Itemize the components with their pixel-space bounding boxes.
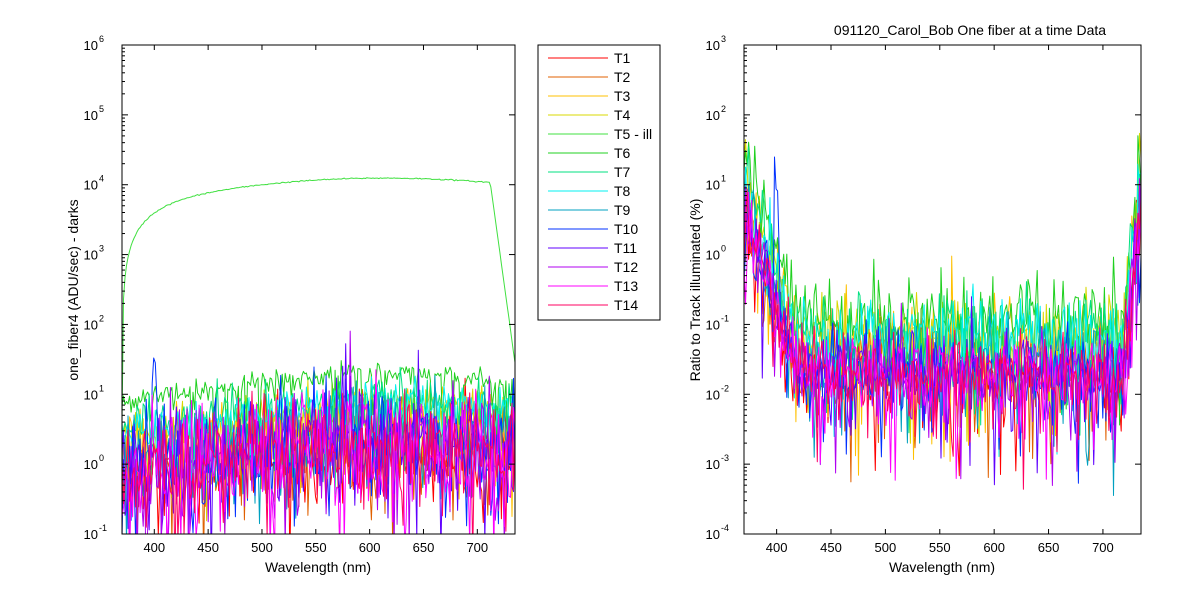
legend-label: T10 xyxy=(614,221,638,237)
right-x-ticks: 400 450 500 550 600 650 700 xyxy=(766,45,1114,555)
right-x-tick-label: 700 xyxy=(1092,540,1114,555)
right-series-line-t14 xyxy=(744,188,1141,490)
right-y-tick-label: 10 xyxy=(706,317,720,332)
left-y-tick-exponent: -1 xyxy=(99,523,107,533)
left-y-tick-label: 10 xyxy=(84,108,98,123)
left-plot-traces xyxy=(122,177,515,534)
legend-label: T7 xyxy=(614,164,631,180)
legend-label: T14 xyxy=(614,297,638,313)
right-y-tick-label: 10 xyxy=(706,387,720,402)
legend-label: T6 xyxy=(614,145,631,161)
legend-label: T11 xyxy=(614,240,637,256)
right-plot: 400 450 500 550 600 650 700 10-410-310-210-110… xyxy=(687,22,1142,575)
right-y-axis-label: Ratio to Track illuminated (%) xyxy=(687,199,703,382)
left-x-tick-label: 650 xyxy=(413,540,435,555)
left-y-tick-exponent: 4 xyxy=(99,174,104,184)
legend-label: T1 xyxy=(614,50,631,66)
legend-label: T9 xyxy=(614,202,631,218)
left-y-tick-label: 10 xyxy=(84,178,98,193)
right-y-tick-exponent: -3 xyxy=(721,453,729,463)
legend-label: T12 xyxy=(614,259,638,275)
left-y-tick-label: 10 xyxy=(84,387,98,402)
left-x-tick-label: 500 xyxy=(251,540,273,555)
left-series-line-t14 xyxy=(122,389,515,534)
right-plot-traces xyxy=(744,132,1141,496)
right-y-tick-label: 10 xyxy=(706,38,720,53)
right-plot-frame xyxy=(743,44,1142,535)
right-y-tick-label: 10 xyxy=(706,108,720,123)
left-x-tick-label: 450 xyxy=(197,540,219,555)
left-y-tick-label: 10 xyxy=(84,248,98,263)
right-series-line-t9 xyxy=(744,184,1141,496)
left-x-tick-label: 700 xyxy=(466,540,488,555)
left-x-axis-label: Wavelength (nm) xyxy=(265,559,371,575)
right-x-tick-label: 650 xyxy=(1038,540,1060,555)
left-x-tick-label: 400 xyxy=(143,540,165,555)
right-y-tick-label: 10 xyxy=(706,527,720,542)
legend-label: T5 - ill xyxy=(614,126,652,142)
right-x-tick-label: 400 xyxy=(766,540,788,555)
left-y-tick-label: 10 xyxy=(84,38,98,53)
legend-items: T1 T2 T3 T4 T5 - ill T6 T7 T8 T9 T10 T11 T12 T13 T14 xyxy=(548,50,652,313)
right-y-tick-exponent: -4 xyxy=(721,523,729,533)
left-y-axis-label: one_fiber4 (ADU/sec) - darks xyxy=(65,199,81,380)
legend-label: T4 xyxy=(614,107,631,123)
legend-label: T2 xyxy=(614,69,631,85)
right-y-tick-exponent: 3 xyxy=(721,34,726,44)
right-x-axis-label: Wavelength (nm) xyxy=(889,559,995,575)
left-y-tick-exponent: 0 xyxy=(99,453,104,463)
left-y-tick-exponent: 3 xyxy=(99,244,104,254)
legend-box xyxy=(537,44,661,321)
left-series-line-t13 xyxy=(122,369,515,534)
right-x-tick-label: 450 xyxy=(820,540,842,555)
right-y-tick-exponent: 2 xyxy=(721,104,726,114)
left-x-ticks: 400 450 500 550 600 650 700 xyxy=(143,45,488,555)
left-series-line-t6 xyxy=(122,360,515,459)
left-y-tick-label: 10 xyxy=(84,317,98,332)
right-y-tick-label: 10 xyxy=(706,178,720,193)
legend: T1 T2 T3 T4 T5 - ill T6 T7 T8 T9 T10 T11 T12 T13 T14 xyxy=(537,44,661,321)
right-x-tick-label: 550 xyxy=(929,540,951,555)
right-y-tick-label: 10 xyxy=(706,248,720,263)
left-y-tick-label: 10 xyxy=(84,457,98,472)
left-y-tick-exponent: 6 xyxy=(99,34,104,44)
right-x-tick-label: 500 xyxy=(875,540,897,555)
left-y-tick-exponent: 1 xyxy=(99,383,104,393)
left-y-tick-exponent: 2 xyxy=(99,313,104,323)
right-y-tick-exponent: -2 xyxy=(721,383,729,393)
left-y-tick-exponent: 5 xyxy=(99,104,104,114)
left-x-tick-label: 550 xyxy=(305,540,327,555)
legend-label: T8 xyxy=(614,183,631,199)
right-x-tick-label: 600 xyxy=(983,540,1005,555)
left-series-line-t5-ill xyxy=(122,177,515,424)
left-x-tick-label: 600 xyxy=(359,540,381,555)
left-y-tick-label: 10 xyxy=(84,527,98,542)
legend-label: T13 xyxy=(614,278,638,294)
right-y-tick-exponent: 1 xyxy=(721,174,726,184)
left-plot-frame xyxy=(121,44,516,535)
right-plot-title: 091120_Carol_Bob One fiber at a time Dat… xyxy=(834,22,1106,38)
right-y-tick-exponent: 0 xyxy=(721,244,726,254)
right-y-tick-label: 10 xyxy=(706,457,720,472)
legend-label: T3 xyxy=(614,88,631,104)
right-y-tick-exponent: -1 xyxy=(721,313,729,323)
